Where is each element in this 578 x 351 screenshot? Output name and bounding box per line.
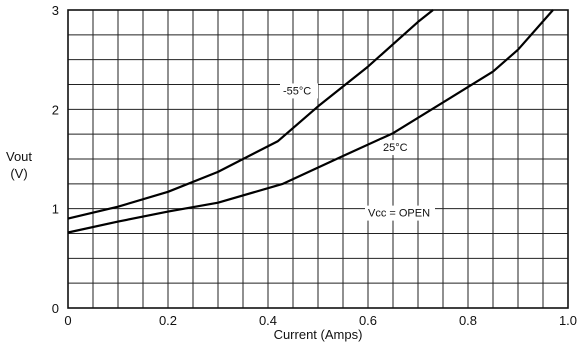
- y-tick-label: 3: [52, 3, 59, 18]
- x-tick-label: 0.2: [159, 313, 177, 328]
- y-axis-label-line1: Vout: [6, 149, 32, 164]
- y-axis-label-line2: (V): [10, 166, 27, 181]
- x-tick-label: 0.6: [359, 313, 377, 328]
- y-tick-labels: 0 1 2 3: [52, 3, 59, 316]
- x-axis-label: Current (Amps): [274, 327, 363, 342]
- x-tick-label: 0: [64, 313, 71, 328]
- annotation-label: 25°C: [383, 142, 408, 154]
- x-tick-label: 1.0: [559, 313, 577, 328]
- y-tick-label: 0: [52, 301, 59, 316]
- annotations: -55°C 25°C Vcc = OPEN: [280, 83, 435, 221]
- annotation-background: [280, 83, 318, 99]
- plot-frame: [67, 9, 569, 309]
- series-line-0: [67, 9, 434, 220]
- annotation-label: Vcc = OPEN: [368, 208, 430, 220]
- series-line-1: [67, 9, 554, 234]
- x-tick-label: 0.4: [259, 313, 277, 328]
- annotation-background: [365, 205, 435, 221]
- series-lines: [67, 9, 554, 234]
- grid: [68, 10, 568, 308]
- annotation-background: [380, 140, 412, 156]
- x-tick-labels: 0 0.2 0.4 0.6 0.8 1.0: [64, 313, 577, 328]
- y-tick-label: 2: [52, 102, 59, 117]
- annotation-label: -55°C: [283, 85, 311, 97]
- y-tick-label: 1: [52, 202, 59, 217]
- x-tick-label: 0.8: [459, 313, 477, 328]
